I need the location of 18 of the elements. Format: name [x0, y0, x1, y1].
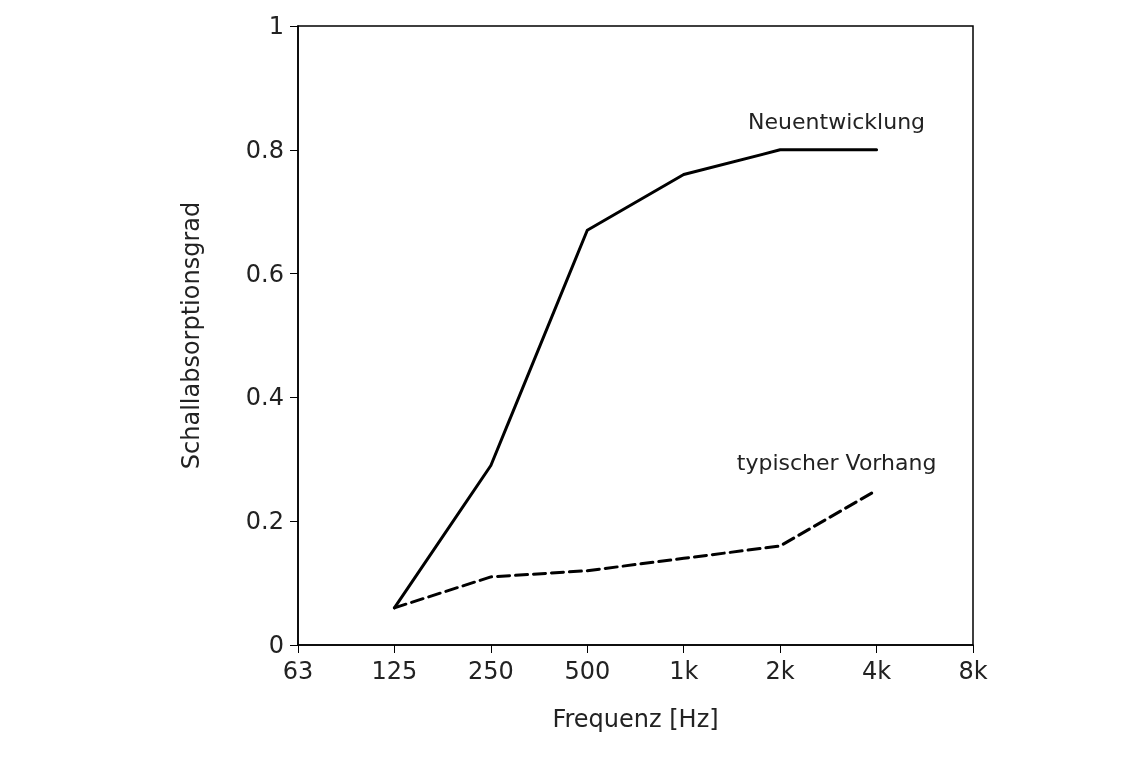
x-tick-label: 250 — [467, 657, 514, 685]
x-tick-label: 4k — [861, 657, 892, 685]
y-tick-label: 0 — [268, 631, 284, 659]
y-axis-title: Schallabsorptionsgrad — [177, 201, 205, 470]
y-tick-label: 1 — [268, 12, 284, 40]
text: typischer Vorhang — [736, 449, 937, 475]
series-label: Neuentwicklung — [748, 109, 926, 135]
x-tick-label: 63 — [282, 657, 314, 685]
y-tick-label: 0.4 — [245, 383, 284, 412]
x-tick-label: 125 — [371, 657, 418, 685]
y-tick-label: 0.8 — [245, 135, 284, 164]
x-axis-title: Frequenz [Hz] — [552, 705, 719, 733]
y-tick-label: 0.2 — [245, 507, 284, 536]
x-tick-label: 2k — [765, 657, 795, 685]
x-tick-label: 1k — [669, 657, 699, 685]
x-tick-label: 500 — [564, 657, 611, 685]
x-tick-label: 8k — [958, 657, 988, 685]
y-tick-label: 0.6 — [245, 259, 284, 288]
